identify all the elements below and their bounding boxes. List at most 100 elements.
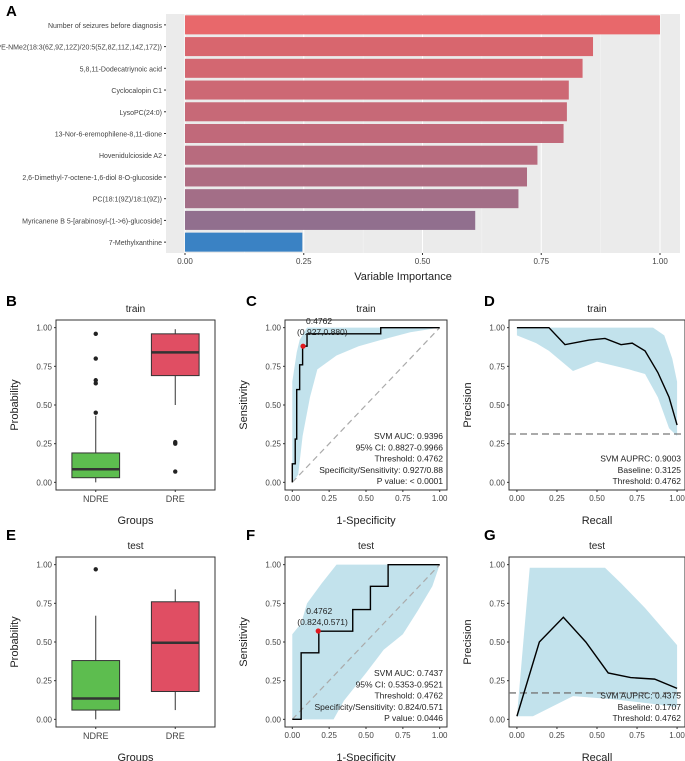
pr-curve bbox=[516, 616, 678, 717]
x-axis-label: Recall bbox=[582, 515, 613, 527]
panel-letter-b: B bbox=[6, 293, 17, 310]
panel-f: test 1-Specificity Sensitivity 0.4762(0.824… bbox=[238, 541, 448, 761]
panel-a: Number of seizures before diagnosis PE-NM… bbox=[0, 14, 680, 283]
threshold-coords-label: (0.927,0.880) bbox=[297, 327, 348, 337]
bar-3 bbox=[185, 58, 583, 78]
stats-line: Threshold: 0.4762 bbox=[612, 713, 681, 723]
y-tick-label: 0.75 bbox=[36, 362, 52, 371]
category-label: Number of seizures before diagnosis bbox=[48, 23, 163, 30]
y-tick-label: 1.00 bbox=[36, 324, 52, 333]
x-tick-label: 0.50 bbox=[589, 731, 605, 740]
outlier-point bbox=[93, 567, 98, 572]
category-label: LysoPC(24:0) bbox=[119, 110, 162, 117]
threshold-point bbox=[315, 628, 321, 634]
y-tick-label: 0.50 bbox=[36, 401, 52, 410]
stats-line: Baseline: 0.1707 bbox=[618, 702, 682, 712]
x-tick-label: 1.00 bbox=[669, 494, 685, 503]
group-label: DRE bbox=[166, 494, 185, 504]
y-tick-label: 0.50 bbox=[265, 638, 281, 647]
pr-curve bbox=[516, 326, 678, 426]
y-axis-label: Precision bbox=[462, 382, 474, 427]
box-ndre bbox=[71, 660, 121, 711]
y-tick-label: 0.50 bbox=[265, 401, 281, 410]
category-label: Myricanene B 5-[arabinosyl-(1->6)-glucos… bbox=[22, 218, 162, 225]
group-label: NDRE bbox=[83, 494, 109, 504]
panel-title: test bbox=[127, 541, 143, 552]
x-tick-label: 1.00 bbox=[669, 731, 685, 740]
stats-line: Threshold: 0.4762 bbox=[374, 691, 443, 701]
bar-6 bbox=[185, 124, 564, 143]
y-tick-label: 0.00 bbox=[36, 715, 52, 724]
stats-line: Specificity/Sensitivity: 0.824/0.571 bbox=[314, 702, 443, 712]
panel-c: train 1-Specificity Sensitivity 0.4762(0.92… bbox=[238, 304, 448, 527]
box-dre bbox=[150, 333, 200, 377]
y-tick-label: 1.00 bbox=[489, 324, 505, 333]
bar-8 bbox=[185, 167, 527, 187]
outlier-point bbox=[93, 356, 98, 361]
y-tick-label: 0.25 bbox=[36, 677, 52, 686]
y-tick-label: 0.50 bbox=[36, 638, 52, 647]
y-tick-label: 0.50 bbox=[489, 638, 505, 647]
y-tick-label: 0.25 bbox=[36, 440, 52, 449]
x-tick-label: 0.75 bbox=[395, 731, 411, 740]
bar-9 bbox=[185, 189, 519, 209]
y-tick-label: 0.75 bbox=[265, 362, 281, 371]
x-tick-label: 0.00 bbox=[509, 494, 525, 503]
threshold-label: 0.4762 bbox=[306, 606, 332, 616]
threshold-label: 0.4762 bbox=[306, 316, 332, 326]
x-tick-label: 1.00 bbox=[432, 494, 448, 503]
y-tick-label: 0.75 bbox=[36, 599, 52, 608]
panel-d: train Recall Precision 0.00 0.00 0.25 0.25 0.50… bbox=[462, 304, 685, 527]
stats-line: P value: 0.0446 bbox=[384, 713, 443, 723]
x-tick-label: 0.75 bbox=[395, 494, 411, 503]
y-tick-label: 0.50 bbox=[489, 401, 505, 410]
roc-curve bbox=[291, 326, 440, 483]
x-tick-label: 0.75 bbox=[533, 257, 549, 266]
bar-7 bbox=[185, 145, 538, 165]
y-tick-label: 0.25 bbox=[265, 440, 281, 449]
x-tick-label: 0.75 bbox=[629, 494, 645, 503]
category-label: 13-Nor-6-eremophilene-8,11-dione bbox=[55, 132, 162, 139]
stats-line: Threshold: 0.4762 bbox=[374, 454, 443, 464]
y-axis-label: Probability bbox=[9, 379, 21, 431]
stats-line: Threshold: 0.4762 bbox=[612, 476, 681, 486]
y-axis-label: Probability bbox=[9, 616, 21, 668]
diagonal-reference-line bbox=[291, 327, 441, 483]
x-axis-label: Groups bbox=[117, 515, 154, 527]
panel-letter-d: D bbox=[484, 293, 495, 310]
panel-letter-g: G bbox=[484, 527, 496, 544]
panel-g: test Recall Precision 0.00 0.00 0.25 0.25 0.50 0… bbox=[462, 541, 685, 761]
roc-curve bbox=[292, 563, 440, 721]
category-label: Hovenidulcioside A2 bbox=[99, 153, 162, 160]
category-label: 2,6-Dimethyl-7-octene-1,6-diol 8-O-gluco… bbox=[22, 175, 162, 182]
x-tick-label: 0.50 bbox=[358, 494, 374, 503]
bar-2 bbox=[185, 37, 594, 57]
confidence-band bbox=[516, 567, 678, 717]
category-label: 7-Methylxanthine bbox=[109, 240, 162, 247]
stats-line: Baseline: 0.3125 bbox=[618, 465, 682, 475]
threshold-coords-label: (0.824,0.571) bbox=[297, 617, 348, 627]
x-tick-label: 0.25 bbox=[549, 731, 565, 740]
y-tick-label: 1.00 bbox=[489, 561, 505, 570]
stats-line: SVM AUPRC: 0.9003 bbox=[600, 454, 681, 464]
x-axis-label: Variable Importance bbox=[354, 271, 452, 283]
x-tick-label: 0.25 bbox=[321, 731, 337, 740]
group-label: NDRE bbox=[83, 731, 109, 741]
y-axis-label: Precision bbox=[462, 619, 474, 664]
panel-title: test bbox=[358, 541, 374, 552]
outlier-point bbox=[93, 410, 98, 415]
y-tick-label: 0.00 bbox=[265, 478, 281, 487]
x-tick-label: 0.75 bbox=[629, 731, 645, 740]
panel-title: train bbox=[126, 304, 145, 315]
x-tick-label: 0.50 bbox=[415, 257, 431, 266]
y-tick-label: 0.00 bbox=[36, 478, 52, 487]
outlier-point bbox=[93, 331, 98, 337]
x-tick-label: 0.00 bbox=[177, 257, 193, 266]
category-label: Cyclocalopin C1 bbox=[111, 88, 162, 95]
outlier-point bbox=[173, 469, 178, 474]
x-axis-label: 1-Specificity bbox=[336, 752, 396, 761]
panel-letter-e: E bbox=[6, 527, 16, 544]
box-dre bbox=[150, 601, 200, 693]
stats-line: SVM AUC: 0.9396 bbox=[374, 431, 443, 441]
